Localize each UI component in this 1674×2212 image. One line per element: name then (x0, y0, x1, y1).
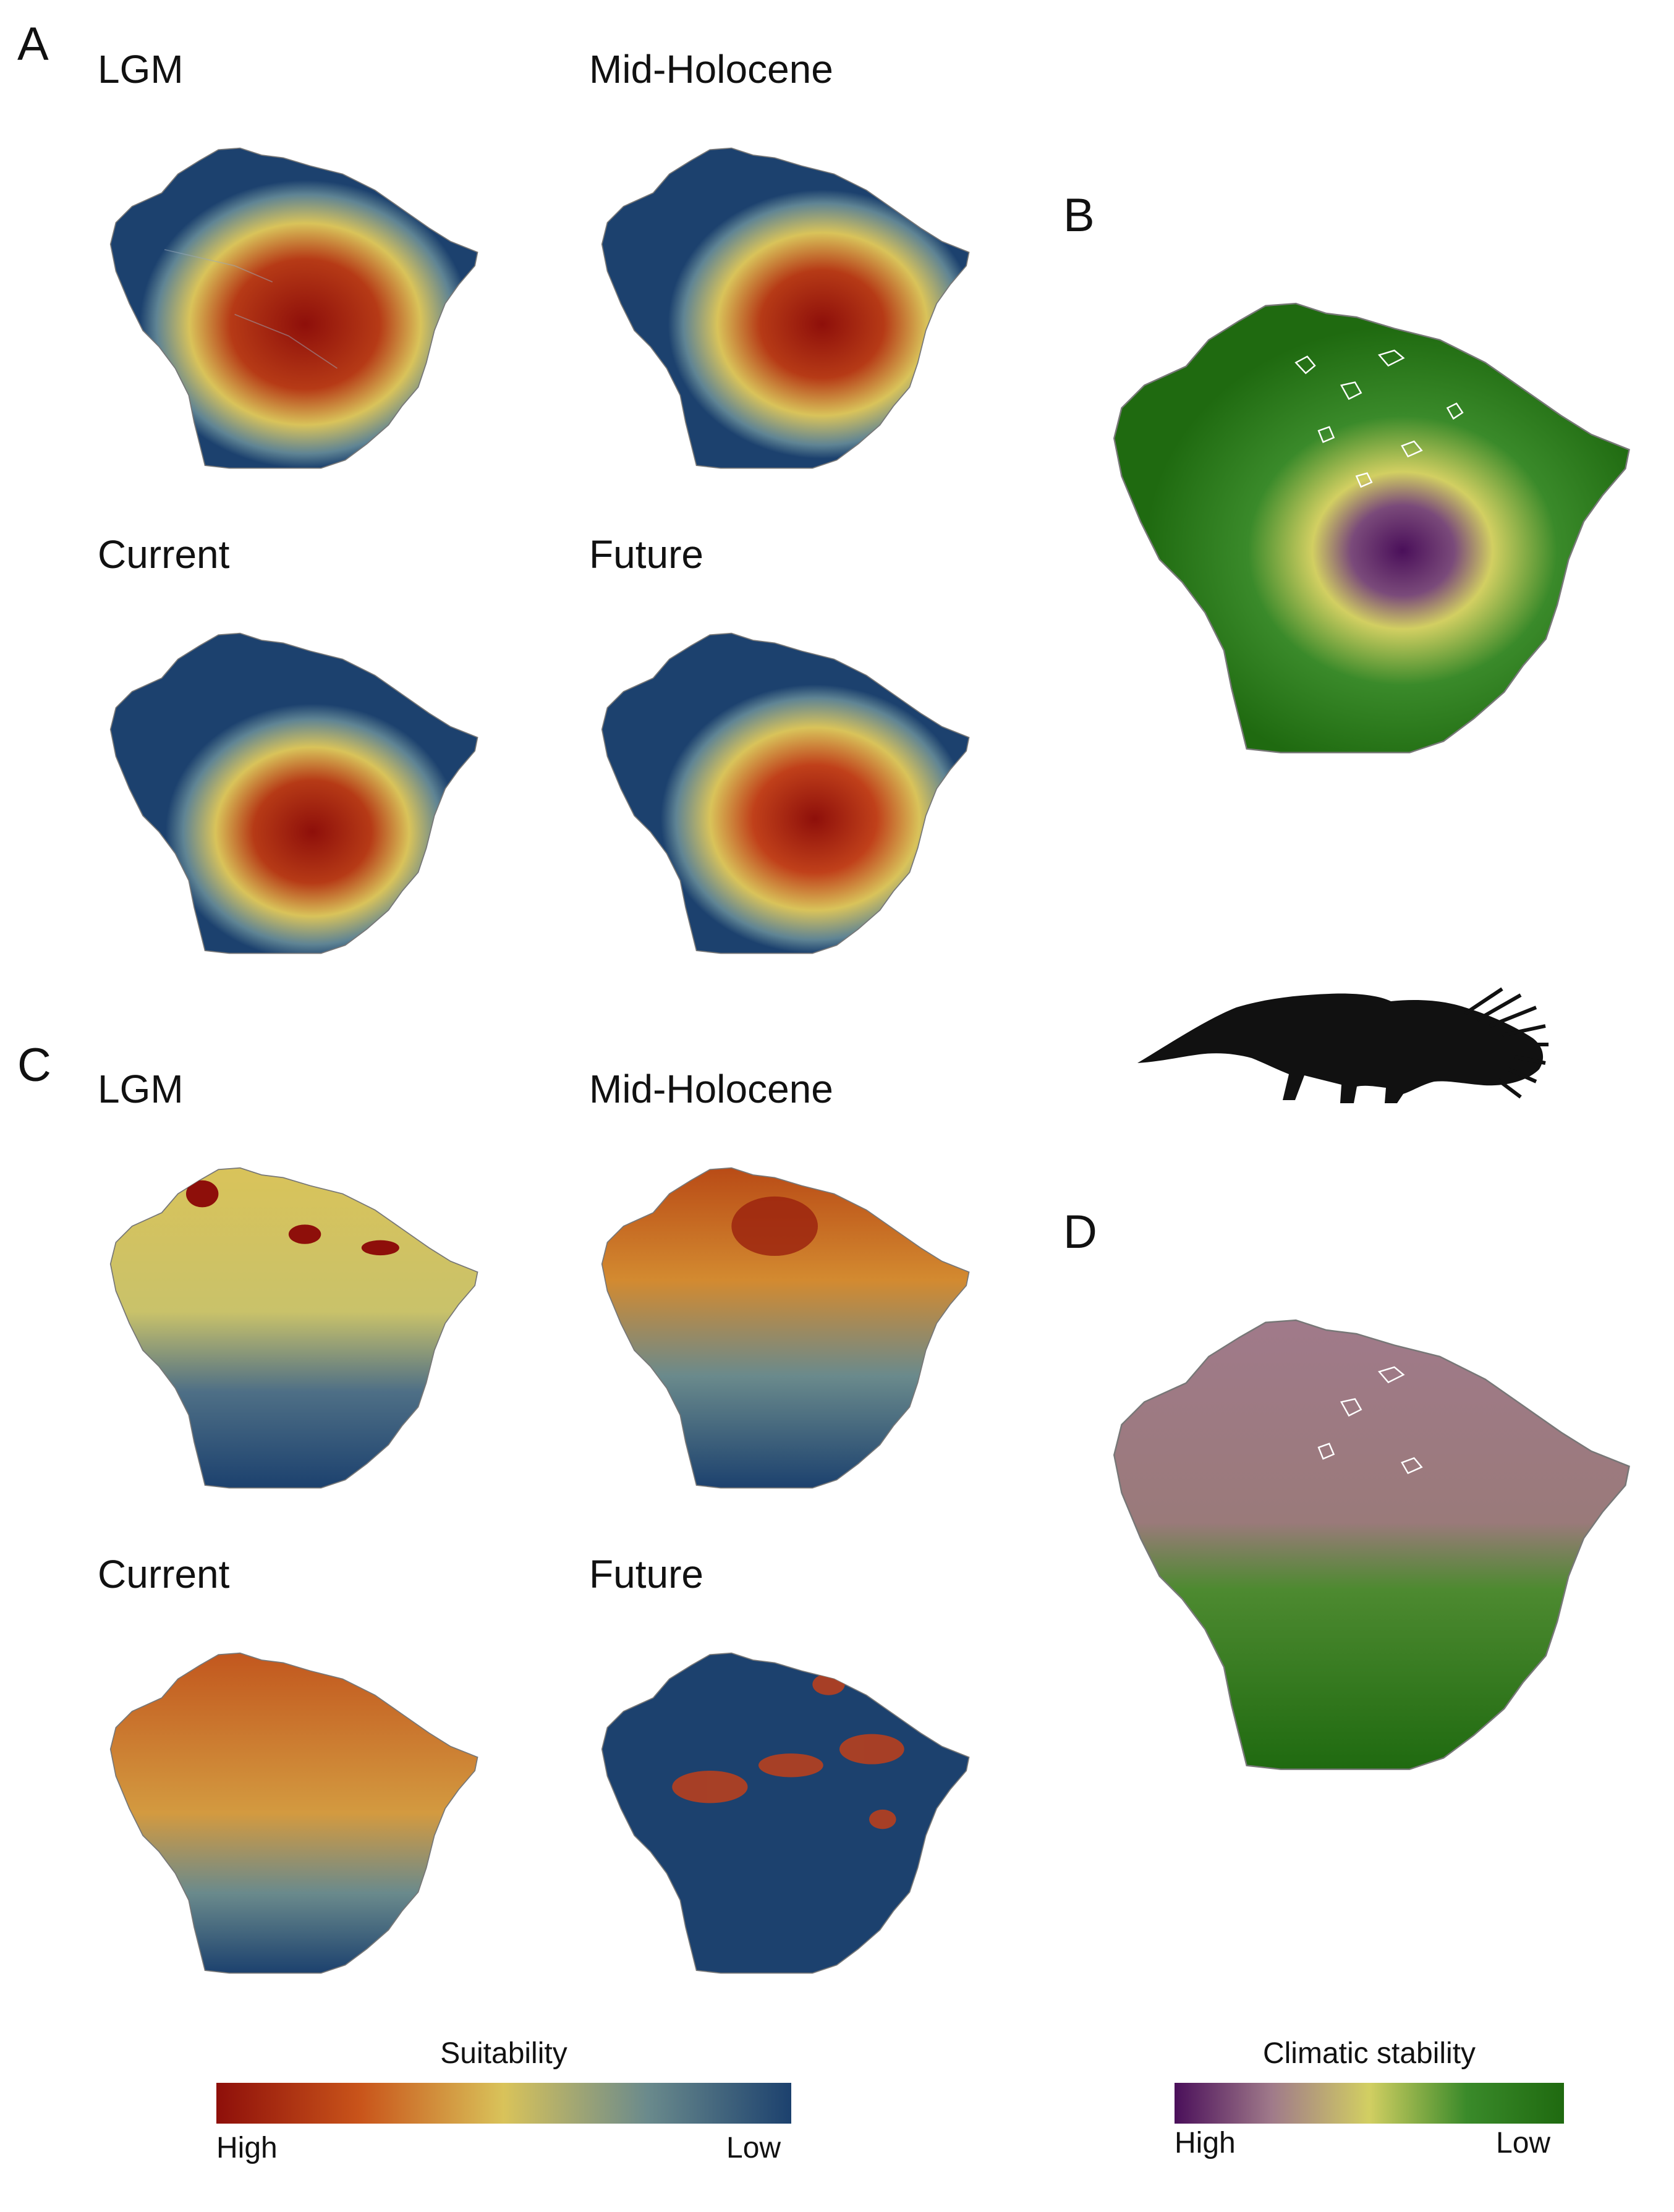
legend-stability-high: High (1175, 2127, 1236, 2159)
legend-suitability-title: Suitability (440, 2037, 567, 2070)
panel-d-label: D (1063, 1206, 1097, 1258)
panel-a-label: A (17, 18, 49, 70)
map-title-c-future: Future (589, 1552, 703, 1596)
map-title-a-mid-holocene: Mid-Holocene (589, 47, 833, 91)
map-a-mid-holocene (601, 147, 970, 469)
map-title-a-future: Future (589, 532, 703, 577)
legend-stability-bar (1175, 2083, 1564, 2124)
map-c-current (109, 1652, 478, 1974)
panel-b-label: B (1063, 189, 1095, 242)
map-d-climatic-stability (1113, 1319, 1630, 1770)
map-a-current (109, 632, 478, 954)
map-a-future (601, 632, 970, 954)
map-c-lgm (109, 1167, 478, 1489)
legend-stability-low: Low (1496, 2127, 1551, 2159)
map-c-future (601, 1652, 970, 1974)
map-title-c-lgm: LGM (98, 1067, 184, 1111)
map-title-a-lgm: LGM (98, 47, 184, 91)
map-c-mid-holocene (601, 1167, 970, 1489)
map-title-c-current: Current (98, 1552, 230, 1596)
legend-suitability-low: Low (726, 2132, 781, 2164)
map-title-c-mid-holocene: Mid-Holocene (589, 1067, 833, 1111)
legend-suitability-bar (216, 2083, 791, 2124)
giant-anteater-icon (1137, 987, 1549, 1103)
map-b-climatic-stability (1113, 302, 1630, 753)
legend-suitability-high: High (216, 2132, 278, 2164)
panel-c-label: C (17, 1039, 51, 1091)
legend-stability-title: Climatic stability (1262, 2037, 1476, 2070)
map-a-lgm (109, 147, 478, 469)
map-title-a-current: Current (98, 532, 230, 577)
